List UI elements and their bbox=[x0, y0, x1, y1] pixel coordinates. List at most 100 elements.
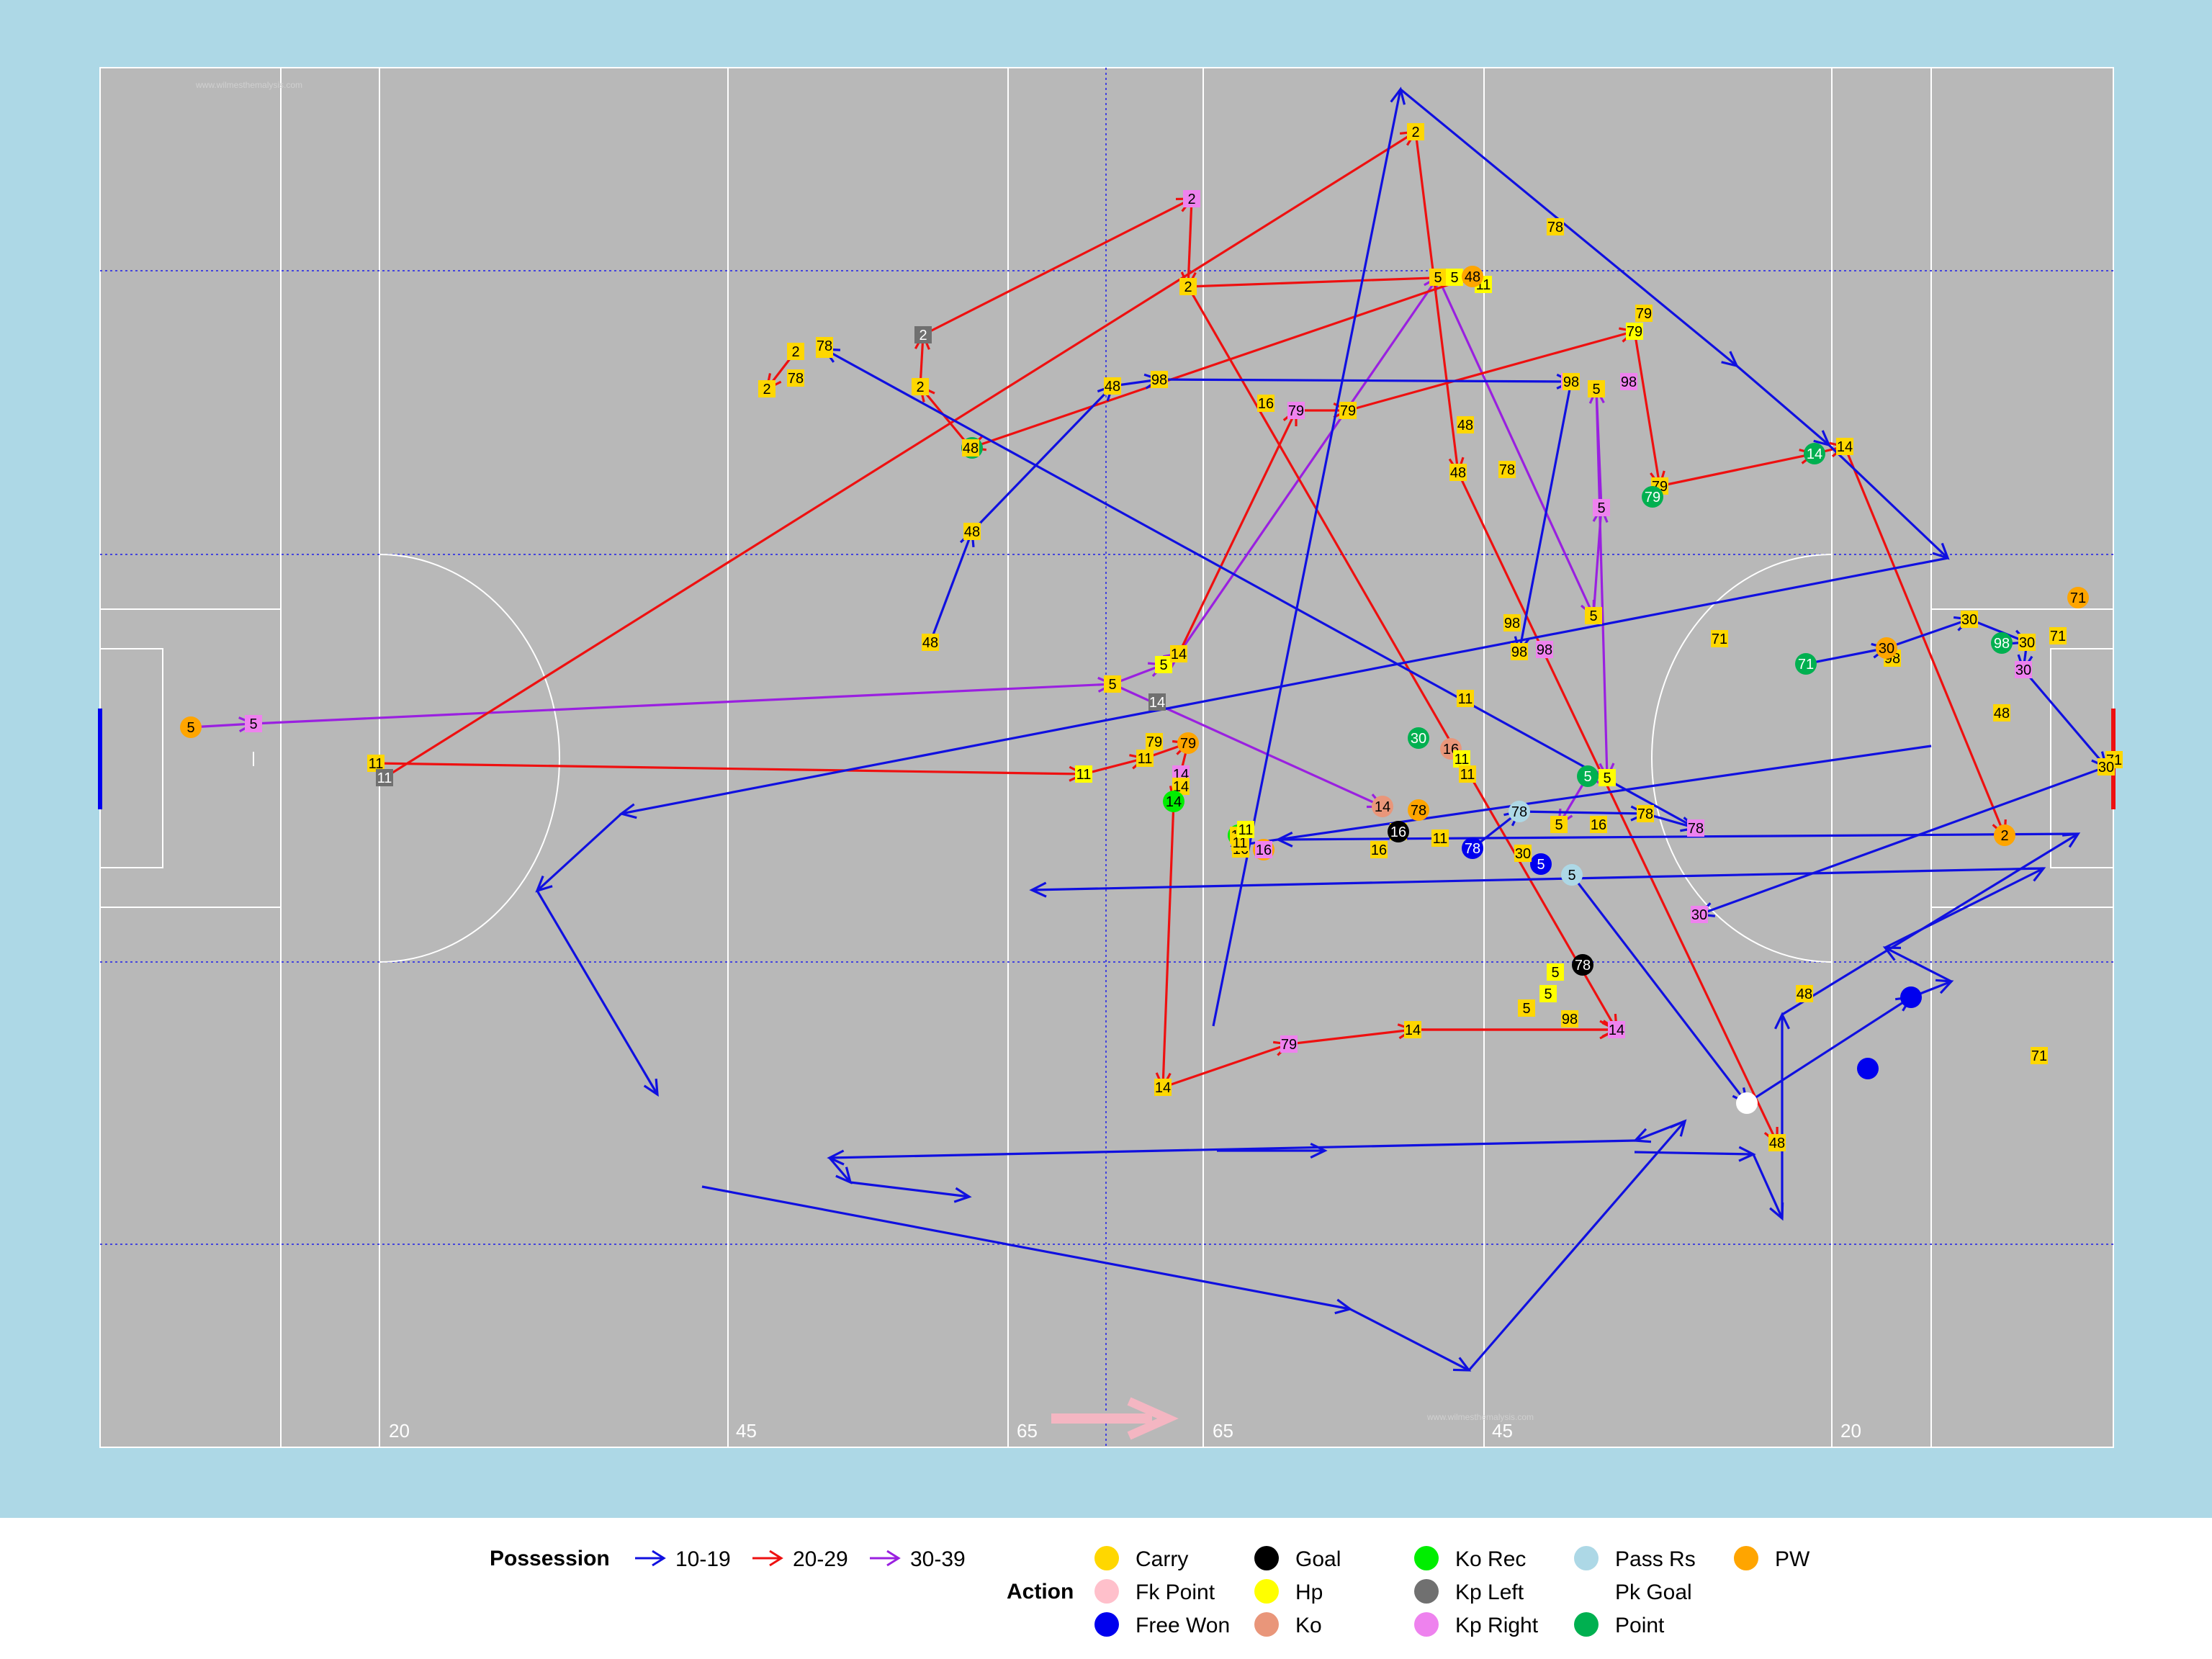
marker-square bbox=[962, 439, 979, 457]
player-number: 48 bbox=[1457, 418, 1473, 433]
event-marker-kp-right: 30 bbox=[1691, 906, 1708, 923]
possession-path-10-19 bbox=[929, 531, 974, 643]
event-marker-ko-rec: 14 bbox=[1163, 791, 1184, 812]
legend-arrow-head bbox=[769, 1550, 783, 1567]
possession-path-20-29 bbox=[919, 385, 972, 449]
marker-circle bbox=[1577, 765, 1599, 787]
possession-path-10-19 bbox=[829, 1139, 1636, 1159]
marker-square bbox=[1961, 611, 1978, 628]
marker-square bbox=[1518, 999, 1535, 1017]
marker-square bbox=[914, 326, 932, 343]
player-number: 48 bbox=[1994, 706, 2010, 721]
event-marker-pk-goal bbox=[1736, 1092, 1758, 1114]
arc-left bbox=[379, 554, 560, 963]
marker-circle bbox=[1876, 637, 1897, 659]
marker-square bbox=[1768, 1134, 1786, 1151]
marker-square bbox=[1446, 269, 1463, 286]
player-number: 78 bbox=[1465, 841, 1480, 857]
player-number: 14 bbox=[1405, 1022, 1421, 1038]
player-number: 98 bbox=[1537, 642, 1552, 658]
legend-action-item: PW bbox=[1734, 1546, 1810, 1571]
event-marker-point: 98 bbox=[1991, 632, 2013, 654]
possession-path-30-39 bbox=[1595, 388, 1609, 778]
marker-square bbox=[1691, 906, 1708, 923]
player-number: 48 bbox=[1105, 379, 1120, 395]
event-marker-kp-right: 30 bbox=[2015, 661, 2032, 678]
marker-square bbox=[1550, 816, 1568, 833]
possession-path-10-19 bbox=[1746, 996, 1912, 1105]
player-number: 78 bbox=[817, 338, 832, 354]
marker-square bbox=[816, 337, 833, 354]
player-number: 79 bbox=[1288, 403, 1304, 419]
possession-path-20-29 bbox=[1633, 331, 1661, 487]
event-marker-carry: 5 bbox=[1585, 607, 1602, 624]
event-marker-carry: 11 bbox=[1459, 765, 1476, 783]
legend-possession-label: 20-29 bbox=[793, 1547, 848, 1571]
possession-path-10-19 bbox=[1752, 1154, 1784, 1219]
marker-square bbox=[2098, 758, 2115, 775]
player-number: 79 bbox=[1180, 736, 1196, 752]
possession-path-10-19 bbox=[1277, 832, 2079, 841]
marker-square bbox=[1498, 461, 1516, 478]
marker-square bbox=[1151, 371, 1168, 388]
legend-action-swatch bbox=[1414, 1612, 1439, 1637]
player-number: 2 bbox=[1184, 279, 1192, 295]
marker-square bbox=[1431, 830, 1449, 847]
event-marker-carry: 5 bbox=[1518, 999, 1535, 1017]
player-number: 30 bbox=[1411, 731, 1426, 747]
event-marker-carry: 48 bbox=[962, 439, 979, 457]
possession-path-10-19 bbox=[1031, 867, 2044, 891]
event-marker-pass-rs: 78 bbox=[1509, 801, 1530, 822]
possession-path-20-29 bbox=[1843, 446, 2006, 836]
marker-square bbox=[1563, 373, 1580, 390]
marker-square bbox=[1511, 643, 1528, 660]
marker-square bbox=[1179, 278, 1197, 295]
possession-path-20-29 bbox=[1288, 1028, 1413, 1046]
possession-path-10-19 bbox=[536, 812, 623, 892]
possession-path-10-19 bbox=[1781, 832, 2079, 1016]
player-number: 79 bbox=[1340, 403, 1356, 419]
possession-path-10-19 bbox=[1232, 745, 1932, 848]
distance-label-20-left: 20 bbox=[389, 1420, 410, 1442]
legend-action-label: PW bbox=[1775, 1547, 1810, 1571]
possession-path-10-19 bbox=[1399, 88, 1738, 367]
event-marker-kp-right: 78 bbox=[1687, 819, 1704, 837]
marker-circle bbox=[1177, 732, 1199, 754]
possession-path-10-19 bbox=[1969, 618, 2028, 644]
marker-circle bbox=[2067, 587, 2089, 608]
marker-square bbox=[1136, 750, 1154, 767]
marker-square bbox=[1608, 1021, 1625, 1038]
legend-action-label: Fk Point bbox=[1136, 1581, 1215, 1604]
player-number: 11 bbox=[1458, 691, 1473, 707]
marker-circle bbox=[1857, 1058, 1879, 1079]
event-marker-point: 71 bbox=[1795, 653, 1817, 675]
legend-action-swatch bbox=[1254, 1546, 1279, 1570]
event-marker-point: 79 bbox=[1642, 486, 1663, 508]
player-number: 98 bbox=[1562, 1012, 1578, 1028]
event-marker-carry: 2 bbox=[912, 378, 929, 395]
event-marker-carry: 78 bbox=[1498, 461, 1516, 478]
player-number: 14 bbox=[1837, 439, 1853, 455]
player-number: 2 bbox=[916, 379, 924, 395]
possession-path-10-19 bbox=[701, 1185, 1351, 1310]
player-number: 48 bbox=[963, 441, 979, 457]
marker-circle bbox=[1994, 824, 2015, 846]
event-marker-carry: 71 bbox=[2031, 1047, 2048, 1064]
legend-action-item: Free Won bbox=[1094, 1612, 1230, 1637]
event-marker-hp: 5 bbox=[1599, 769, 1616, 786]
legend-action-label: Ko Rec bbox=[1455, 1547, 1526, 1571]
marker-square bbox=[1637, 805, 1654, 822]
legend-action-item: Fk Point bbox=[1094, 1579, 1215, 1604]
event-marker-pw: 2 bbox=[1994, 824, 2015, 846]
marker-square bbox=[1547, 963, 1564, 981]
player-number: 5 bbox=[1555, 817, 1563, 833]
event-marker-carry: 2 bbox=[1407, 123, 1424, 140]
event-marker-carry: 30 bbox=[2018, 634, 2036, 651]
possession-path-30-39 bbox=[1437, 276, 1595, 616]
player-number: 48 bbox=[1465, 269, 1480, 285]
legend-action-swatch bbox=[1734, 1546, 1758, 1570]
player-number: 14 bbox=[1149, 695, 1165, 711]
legend-action-item: Kp Right bbox=[1414, 1612, 1539, 1637]
marker-square bbox=[376, 769, 393, 786]
marker-circle bbox=[1561, 864, 1583, 886]
